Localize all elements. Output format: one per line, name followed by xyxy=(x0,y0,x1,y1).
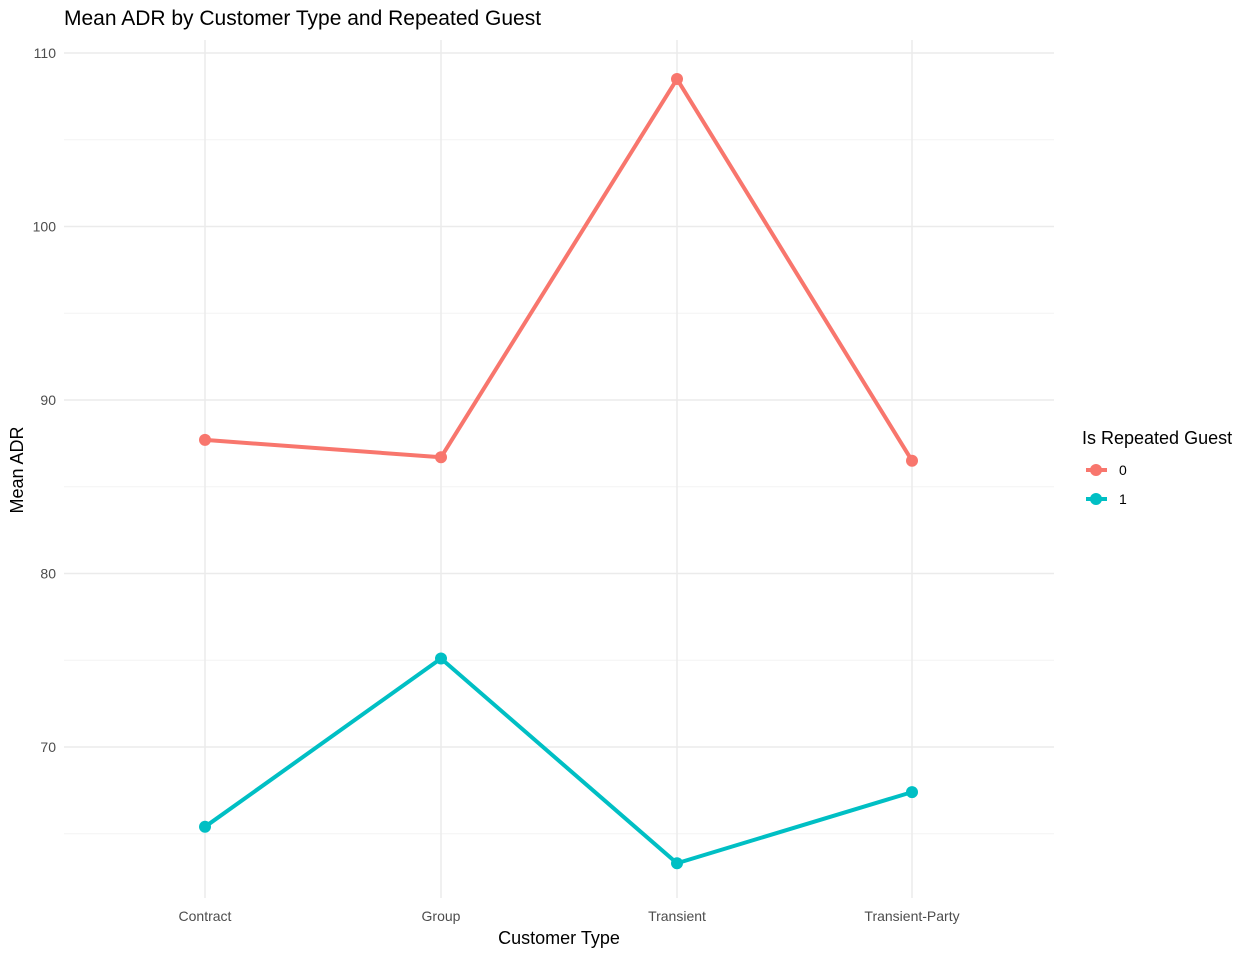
data-point-series-1 xyxy=(199,820,211,833)
x-axis-ticks: Contract Group Transient Transient-Party xyxy=(179,908,960,924)
legend-key-point-0 xyxy=(1090,464,1102,476)
data-point-series-1 xyxy=(435,652,447,665)
data-point-series-0 xyxy=(906,454,918,467)
legend-label-0: 0 xyxy=(1119,462,1127,478)
y-tick-label: 90 xyxy=(40,392,56,408)
grid-lines xyxy=(64,40,1054,898)
series-line-0 xyxy=(204,77,914,462)
x-axis-title: Customer Type xyxy=(498,928,620,948)
y-axis-ticks: 70 80 90 100 110 xyxy=(33,45,57,755)
x-tick-label: Group xyxy=(422,908,461,924)
data-point-series-1 xyxy=(671,857,683,870)
data-point-series-0 xyxy=(199,433,211,446)
legend-title: Is Repeated Guest xyxy=(1082,428,1232,448)
x-tick-label: Transient xyxy=(648,908,706,924)
data-point-series-0 xyxy=(435,451,447,464)
series-group xyxy=(199,73,918,870)
series-line-1 xyxy=(203,656,913,866)
legend: Is Repeated Guest 0 1 xyxy=(1082,428,1232,507)
x-tick-label: Contract xyxy=(179,908,232,924)
data-point-series-1 xyxy=(906,786,918,799)
x-tick-label: Transient-Party xyxy=(864,908,959,924)
data-point-series-0 xyxy=(671,73,683,86)
chart-title: Mean ADR by Customer Type and Repeated G… xyxy=(64,7,541,30)
y-tick-label: 110 xyxy=(34,45,57,61)
y-axis-title: Mean ADR xyxy=(7,426,27,513)
legend-key-point-1 xyxy=(1090,493,1102,505)
y-tick-label: 100 xyxy=(33,219,57,235)
legend-label-1: 1 xyxy=(1119,491,1127,507)
y-tick-label: 70 xyxy=(40,739,56,755)
y-tick-label: 80 xyxy=(40,566,56,582)
